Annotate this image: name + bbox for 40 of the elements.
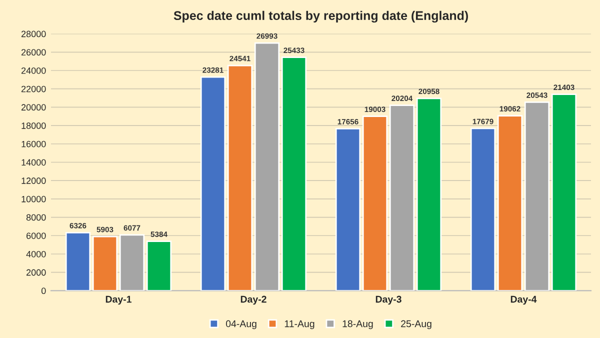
- bar: [227, 64, 253, 291]
- y-tick-label: 8000: [26, 214, 46, 221]
- y-tick-label: 4000: [26, 250, 46, 258]
- y-tick-label: 26000: [21, 49, 46, 56]
- x-tick-label: Day-2: [240, 296, 266, 305]
- x-tick-label: Day-4: [510, 296, 537, 305]
- chart-title: Spec date cuml totals by reporting date (England): [174, 10, 468, 23]
- x-tick-label: Day-3: [376, 296, 402, 305]
- y-tick-label: 18000: [22, 122, 46, 129]
- y-tick-label: 6000: [26, 232, 46, 239]
- y-tick-label: 14000: [22, 159, 46, 166]
- bar: [470, 128, 496, 291]
- bar: [524, 102, 550, 291]
- legend-label: 18-Aug: [342, 320, 373, 330]
- y-tick-label: 24000: [21, 67, 46, 74]
- y-tick-label: 20000: [21, 104, 46, 111]
- bar: [200, 76, 226, 291]
- y-tick-label: 10000: [22, 196, 46, 202]
- bar: [335, 128, 361, 291]
- y-tick-label: 28000: [21, 30, 46, 38]
- bar: [146, 240, 172, 291]
- x-tick-label: Day-1: [106, 296, 132, 305]
- y-tick-label: 22000: [21, 86, 46, 92]
- bar: [254, 42, 280, 291]
- bar: [551, 94, 577, 291]
- bar: [65, 232, 91, 291]
- bar: [119, 234, 145, 291]
- bar: [92, 236, 118, 291]
- y-tick-label: 0: [41, 288, 46, 294]
- bar: [389, 104, 415, 291]
- legend-label: 04-Aug: [226, 320, 256, 330]
- y-tick-label: 2000: [26, 269, 46, 276]
- y-tick-label: 12000: [22, 178, 46, 184]
- y-tick-label: 16000: [22, 140, 46, 148]
- bar: [362, 116, 388, 291]
- bar: [281, 56, 307, 291]
- bar: [416, 98, 442, 291]
- legend-label: 25-Aug: [401, 320, 432, 330]
- legend-label: 11-Aug: [284, 320, 314, 330]
- bar: [497, 115, 523, 291]
